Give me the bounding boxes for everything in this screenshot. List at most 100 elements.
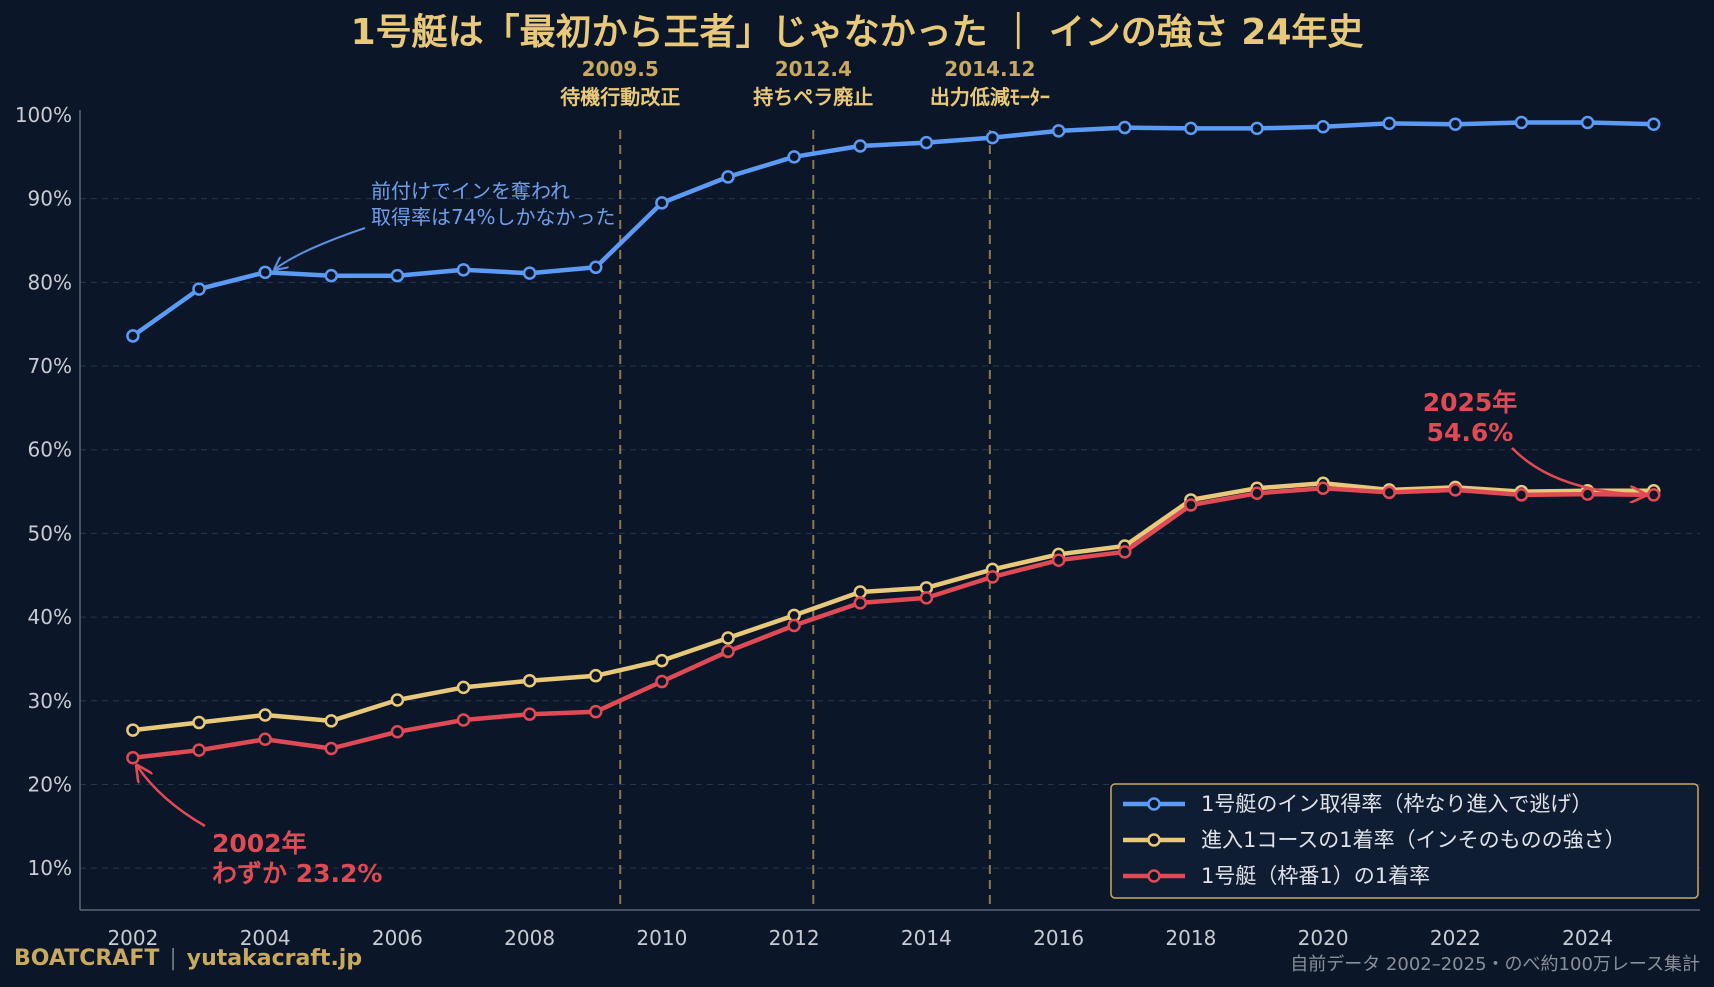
- series-2-point-2019: [1250, 486, 1264, 501]
- legend-marker-2: [1147, 869, 1161, 883]
- axes: [79, 110, 1700, 911]
- series-0-point-2023: [1514, 115, 1529, 130]
- legend-label-0: 1号艇のイン取得率（枠なり進入で逃げ）: [1201, 792, 1592, 816]
- event-date-2: 2014.12: [944, 57, 1035, 81]
- series-1-point-2002: [126, 723, 140, 737]
- x-tick-label-2016: 2016: [1033, 926, 1084, 950]
- series-1-point-2008: [522, 673, 537, 688]
- y-tick-label-100: 100%: [15, 103, 72, 127]
- series-0-point-2011: [721, 170, 735, 184]
- series-2-point-2009: [589, 704, 603, 719]
- series-1-point-2007: [456, 680, 471, 695]
- series-0-point-2024: [1580, 115, 1595, 130]
- red-start-line-0: 2002年: [212, 829, 307, 858]
- x-tick-label-2012: 2012: [769, 926, 820, 950]
- series-0-point-2025: [1646, 117, 1661, 131]
- series-line-2: [132, 485, 1654, 760]
- series-0-point-2014: [919, 135, 934, 150]
- event-label-0: 待機行動改正: [560, 85, 680, 109]
- series-0-point-2019: [1250, 121, 1264, 136]
- series-0-point-2005: [324, 268, 339, 283]
- series-1-point-2004: [258, 708, 272, 722]
- data-source-note: 自前データ 2002–2025・のべ約100万レース集計: [1290, 954, 1700, 975]
- blue-note-arrow: [275, 227, 366, 269]
- series-0-point-2002: [126, 329, 140, 343]
- series-2-point-2004: [258, 732, 272, 747]
- brand-name: BOATCRAFT: [14, 946, 160, 971]
- series-0-point-2009: [589, 260, 603, 275]
- x-tick-label-2022: 2022: [1430, 926, 1481, 950]
- series-2-point-2023: [1514, 488, 1529, 502]
- y-tick-label-90: 90%: [28, 187, 72, 211]
- x-tick-label-2004: 2004: [240, 926, 291, 950]
- legend-label-1: 進入1コースの1着率（インそのものの強さ）: [1201, 828, 1626, 852]
- series-2-point-2015: [985, 570, 1000, 584]
- series-2-point-2025: [1646, 488, 1661, 502]
- series-2-point-2017: [1117, 545, 1132, 559]
- series-2-point-2011: [721, 644, 735, 659]
- series-0-point-2021: [1382, 116, 1396, 131]
- series-0-point-2012: [787, 150, 801, 164]
- series-0-point-2016: [1051, 124, 1066, 138]
- series-2-point-2006: [390, 725, 405, 739]
- series-2-point-2021: [1382, 485, 1396, 500]
- series-0-point-2015: [985, 130, 1000, 145]
- event-label-2: 出力低減ﾓｰﾀｰ: [930, 85, 1050, 109]
- footer-brand: BOATCRAFT | yutakacraft.jp: [14, 946, 362, 971]
- event-markers: 2009.5 待機行動改正 2012.4 持ちペラ廃止 2014.12 出力低減ﾓｰﾀｰ: [560, 57, 1050, 910]
- series-0-point-2022: [1448, 117, 1463, 131]
- y-tick-label-30: 30%: [28, 689, 72, 713]
- x-tick-label-2014: 2014: [901, 926, 952, 950]
- y-tick-label-40: 40%: [28, 605, 72, 629]
- legend-marker-0: [1147, 797, 1161, 811]
- series-2-point-2014: [919, 591, 934, 605]
- series-2-point-2016: [1051, 553, 1066, 567]
- series-0-point-2003: [192, 282, 206, 296]
- y-tick-label-70: 70%: [28, 354, 72, 378]
- grid-lines: [80, 198, 1700, 869]
- legend-box: [1110, 783, 1699, 899]
- legend: 1号艇のイン取得率（枠なり進入で逃げ） 進入1コースの1着率（インそのものの強さ）…: [1110, 783, 1699, 899]
- series-1-point-2013: [853, 585, 867, 599]
- series-2-point-2008: [522, 707, 537, 721]
- series-2-point-2024: [1580, 487, 1595, 501]
- series-0-point-2007: [456, 263, 471, 277]
- series-1-point-2003: [192, 715, 206, 730]
- red-start-line-1: わずか 23.2%: [212, 859, 382, 888]
- series-2-point-2002: [126, 750, 140, 765]
- series-2-point-2020: [1316, 481, 1330, 495]
- y-axis-ticks: 10% 20% 30% 40% 50% 60% 70% 80% 90% 100%: [15, 103, 72, 880]
- data-series: [126, 115, 1661, 765]
- series-1-point-2009: [589, 668, 603, 683]
- x-tick-label-2018: 2018: [1165, 926, 1216, 950]
- legend-label-2: 1号艇（枠番1）の1着率: [1201, 864, 1430, 888]
- series-1-point-2005: [324, 714, 339, 728]
- series-0-point-2017: [1117, 120, 1132, 135]
- red-end-line-1: 54.6%: [1427, 418, 1514, 447]
- x-tick-label-2010: 2010: [636, 926, 687, 950]
- y-tick-label-60: 60%: [28, 438, 72, 462]
- y-tick-label-50: 50%: [28, 521, 72, 545]
- series-0-point-2018: [1184, 121, 1198, 136]
- series-0-point-2013: [853, 139, 867, 153]
- brand-site: yutakacraft.jp: [186, 946, 363, 971]
- series-0-point-2020: [1316, 119, 1330, 134]
- chart-title: 1号艇は「最初から王者」じゃなかった ｜ インの強さ 24年史: [351, 11, 1364, 53]
- series-0-point-2006: [390, 268, 405, 283]
- event-label-1: 持ちペラ廃止: [753, 85, 873, 109]
- series-1-point-2010: [655, 653, 669, 668]
- series-1-point-2006: [390, 693, 405, 707]
- red-end-arrow: [1511, 447, 1646, 495]
- series-2-point-2012: [787, 618, 801, 633]
- blue-note-line-1: 取得率は74%しかなかった: [371, 205, 615, 229]
- brand-separator: |: [169, 946, 177, 971]
- series-0-point-2010: [655, 196, 669, 210]
- red-start-arrow: [137, 766, 206, 828]
- series-2-point-2007: [456, 713, 471, 727]
- series-2-point-2003: [192, 743, 206, 757]
- series-2-point-2018: [1184, 498, 1198, 512]
- series-2-point-2022: [1448, 483, 1463, 497]
- event-date-1: 2012.4: [775, 57, 852, 81]
